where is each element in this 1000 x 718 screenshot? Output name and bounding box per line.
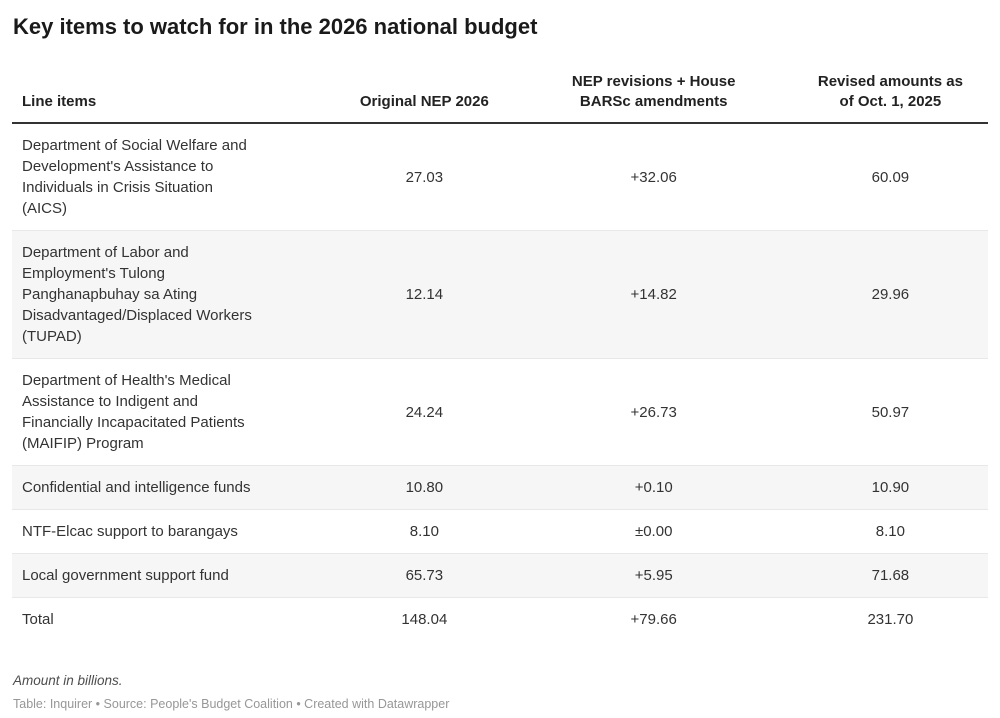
original-nep-cell: 24.24 xyxy=(334,358,515,466)
line-item-cell: Department of Health's Medical Assistanc… xyxy=(12,358,335,466)
original-nep-cell: 148.04 xyxy=(334,597,515,641)
original-nep-cell: 27.03 xyxy=(405,168,444,186)
nep-revisions-cell: +32.06 xyxy=(630,168,677,186)
revised-amount-cell: 29.96 xyxy=(792,230,988,359)
table-row-confidential-funds: Confidential and intelligence funds 10.8… xyxy=(12,465,988,510)
original-nep-cell: 12.14 xyxy=(334,230,515,359)
budget-table: Line items Original NEP 2026 NEP revisio… xyxy=(12,72,988,641)
revised-amount-cell: 50.97 xyxy=(792,358,988,466)
table-notes: Amount in billions. xyxy=(13,673,123,688)
table-row-aics: Department of Social Welfare and Develop… xyxy=(12,123,988,231)
original-nep-cell: 65.73 xyxy=(334,553,515,598)
original-nep-cell: 10.80 xyxy=(334,465,515,510)
attribution-line: Table: Inquirer • Source: People's Budge… xyxy=(13,697,450,711)
nep-revisions-cell: +5.95 xyxy=(514,553,793,598)
table-row-maifip: Department of Health's Medical Assistanc… xyxy=(12,358,988,466)
revised-amount-cell: 231.70 xyxy=(792,597,988,641)
line-item-cell: Total xyxy=(12,597,335,641)
nep-revisions-cell: ±0.00 xyxy=(514,509,793,554)
table-row-total: Total 148.04 +79.66 231.70 xyxy=(12,597,988,641)
revised-amount-cell: 10.90 xyxy=(792,465,988,510)
column-header-original-nep-2026: Original NEP 2026 xyxy=(334,72,515,124)
revised-amount-cell: 60.09 xyxy=(871,168,910,186)
line-item-cell: Department of Labor and Employment's Tul… xyxy=(12,230,335,359)
column-header-nep-revisions-barsc: NEP revisions + House BARSc amendments xyxy=(514,72,793,124)
revised-amount-cell: 71.68 xyxy=(792,553,988,598)
nep-revisions-cell: +0.10 xyxy=(514,465,793,510)
line-item-cell: NTF-Elcac support to barangays xyxy=(12,509,335,554)
revised-amount-cell: 8.10 xyxy=(792,509,988,554)
column-header-revised-amounts: Revised amounts as of Oct. 1, 2025 xyxy=(792,72,988,124)
header-row: Line items Original NEP 2026 NEP revisio… xyxy=(12,72,988,124)
nep-revisions-cell: +79.66 xyxy=(514,597,793,641)
table-body: Department of Social Welfare and Develop… xyxy=(12,123,988,641)
nep-revisions-cell: +14.82 xyxy=(514,230,793,359)
table-row-ntf-elcac: NTF-Elcac support to barangays 8.10 ±0.0… xyxy=(12,509,988,554)
table-header: Line items Original NEP 2026 NEP revisio… xyxy=(12,72,988,124)
line-item-cell: Confidential and intelligence funds xyxy=(12,465,335,510)
line-item-cell: Local government support fund xyxy=(12,553,335,598)
column-header-line-items: Line items xyxy=(12,72,335,124)
line-item-cell: Department of Social Welfare and Develop… xyxy=(22,137,247,217)
nep-revisions-cell: +26.73 xyxy=(514,358,793,466)
table-row-tupad: Department of Labor and Employment's Tul… xyxy=(12,230,988,359)
page-title: Key items to watch for in the 2026 natio… xyxy=(13,14,538,39)
original-nep-cell: 8.10 xyxy=(334,509,515,554)
datawrapper-table-page: Key items to watch for in the 2026 natio… xyxy=(0,13,1000,712)
table-row-lgsf: Local government support fund 65.73 +5.9… xyxy=(12,553,988,598)
